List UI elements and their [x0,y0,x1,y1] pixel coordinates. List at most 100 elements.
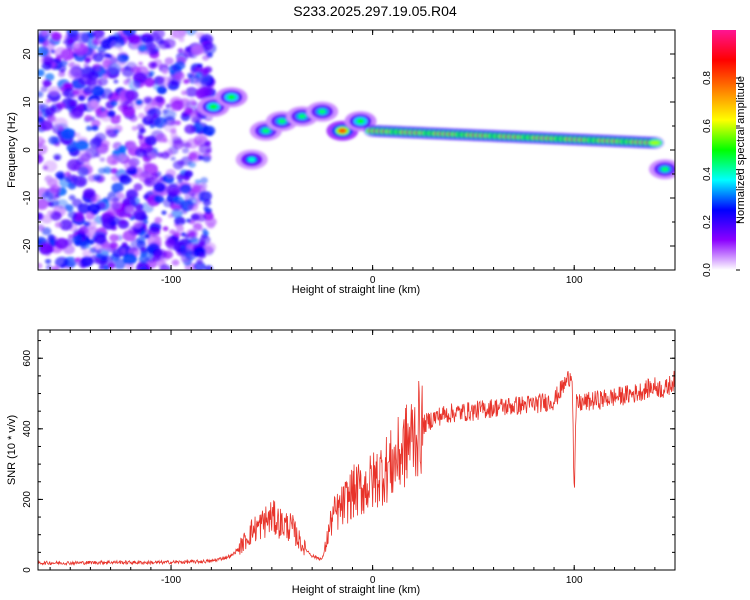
heatmap-noise-cell [90,197,98,203]
heatmap-noise-cell [92,52,105,63]
heatmap-noise-cell [184,107,193,115]
heatmap-noise-cell [93,174,102,182]
heatmap-noise-cell [115,114,121,120]
heatmap-noise-cell [118,154,127,161]
heatmap-noise-cell [148,61,158,70]
heatmap-noise-cell [145,43,160,56]
heatmap-noise-cell [83,63,90,68]
heatmap-noise-cell [153,194,165,204]
heatmap-noise-cell [68,38,75,44]
heatmap-noise-cell [152,113,159,118]
heatmap-noise-cell [161,210,167,215]
heatmap-noise-cell [148,152,157,160]
heatmap-noise-cell [65,174,77,184]
heatmap-noise-cell [185,86,198,98]
heatmap-noise-cell [84,57,91,63]
heatmap-noise-cell [184,124,197,135]
heatmap-noise-cell [61,128,75,140]
heatmap-noise-cell [90,99,100,108]
heatmap-noise-cell [128,80,141,91]
heatmap-noise-cell [84,114,93,122]
heatmap-noise-cell [177,159,185,166]
heatmap-noise-cell [107,62,122,75]
heatmap-band-cell [649,141,660,145]
heatmap-noise-cell [154,235,161,242]
heatmap-noise-cell [176,174,185,181]
x-tick-label: 100 [566,275,583,286]
heatmap-noise-cell [119,174,132,185]
heatmap-noise-cell [84,220,91,227]
x-tick-label: 0 [370,575,376,586]
spectrogram-x-label: Height of straight line (km) [292,284,420,296]
heatmap-noise-cell [154,216,163,224]
heatmap-noise-cell [153,117,168,129]
heatmap-noise-cell [198,252,207,259]
y-tick-label: 10 [22,96,33,108]
heatmap-noise-cell [155,179,161,184]
heatmap-noise-cell [174,60,186,70]
heatmap-noise-cell [149,200,157,207]
heatmap-noise-cell [50,184,61,194]
heatmap-noise-cell [68,107,84,120]
heatmap-noise-cell [54,155,60,160]
heatmap-noise-cell [42,40,56,51]
heatmap-noise-cell [125,263,134,270]
heatmap-noise-cell [63,87,76,99]
heatmap-noise-cell [150,221,162,232]
heatmap-noise-cell [202,125,216,136]
heatmap-noise-cell [188,97,196,104]
x-tick-label: 100 [566,575,583,586]
heatmap-noise-cell [91,85,105,97]
heatmap-noise-cell [68,194,76,201]
heatmap-noise-cell [98,265,105,270]
heatmap-noise-cell [150,101,156,106]
heatmap-noise-cell [138,112,146,119]
heatmap-noise-cell [38,136,45,146]
heatmap-noise-cell [138,254,150,264]
y-tick-label: 20 [22,48,33,60]
heatmap-noise-cell [79,240,91,250]
heatmap-noise-cell [121,242,128,248]
heatmap-blob-cell [356,118,365,124]
heatmap-noise-cell [139,127,146,134]
heatmap-noise-cell [88,239,95,245]
heatmap-noise-cell [206,221,215,229]
heatmap-noise-cell [135,99,143,106]
heatmap-noise-cell [184,170,193,178]
heatmap-noise-cell [38,143,48,155]
heatmap-noise-cell [137,44,148,53]
heatmap-blob-cell [660,166,669,172]
heatmap-noise-cell [125,189,138,200]
heatmap-noise-cell [38,91,44,98]
heatmap-noise-cell [38,111,43,118]
heatmap-noise-cell [69,100,77,107]
heatmap-cells [38,30,675,270]
heatmap-noise-cell [195,71,203,78]
heatmap-noise-cell [131,125,138,131]
heatmap-noise-cell [196,258,203,264]
heatmap-noise-cell [48,86,60,96]
y-tick-label: 400 [22,420,33,437]
heatmap-noise-cell [197,155,204,161]
heatmap-noise-cell [174,120,181,126]
heatmap-noise-cell [38,116,45,124]
heatmap-noise-cell [67,210,77,219]
heatmap-noise-cell [101,140,110,148]
heatmap-noise-cell [162,138,169,143]
heatmap-noise-cell [51,32,62,41]
heatmap-noise-cell [75,32,90,44]
heatmap-noise-cell [191,63,200,71]
heatmap-noise-cell [157,76,171,87]
heatmap-blob-cell [209,104,218,110]
colorbar-tick-label: 0.8 [702,71,713,85]
heatmap-noise-cell [113,79,119,84]
heatmap-noise-cell [41,214,53,224]
heatmap-noise-cell [88,71,99,80]
snr-series-line [38,369,675,566]
heatmap-noise-cell [116,95,123,102]
heatmap-noise-cell [74,132,81,138]
heatmap-noise-cell [146,259,158,269]
heatmap-noise-cell [58,126,64,131]
heatmap-blob-cell [261,128,270,134]
heatmap-noise-cell [66,143,78,153]
